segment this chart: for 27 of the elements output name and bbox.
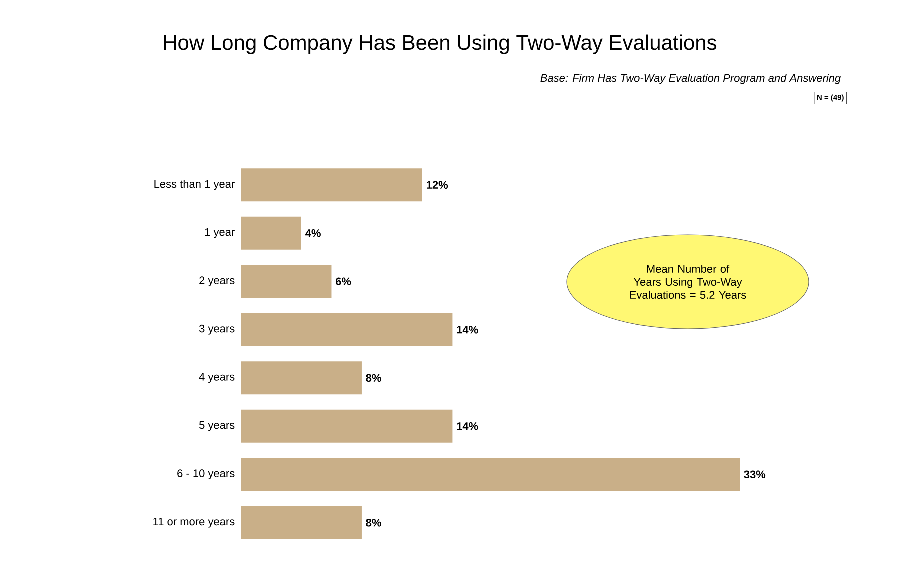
bar: [241, 458, 740, 492]
y-tick-label: Less than 1 year: [154, 180, 235, 190]
y-tick-label: 4 years: [199, 373, 235, 384]
data-label: 33%: [744, 470, 766, 479]
y-tick-label: 1 year: [205, 228, 235, 238]
bar: [241, 216, 302, 250]
data-label: 14%: [457, 422, 478, 430]
bar: [241, 265, 332, 298]
data-label: 14%: [457, 326, 478, 334]
bar: [241, 506, 362, 540]
bar: [241, 362, 362, 395]
y-tick-label: 5 years: [200, 421, 235, 432]
data-label: 12%: [427, 181, 448, 190]
y-tick-label: 3 years: [199, 324, 235, 335]
annotation: Mean Number of Years Using Two-Way Evaluations = 5.2 Years: [630, 264, 746, 300]
y-tick-label: 6 - 10 years: [178, 470, 235, 480]
y-tick-label: 11 or more years: [154, 518, 235, 528]
data-label: 4%: [306, 230, 321, 238]
bar: [241, 168, 422, 202]
data-label: 8%: [366, 374, 382, 382]
bar: [241, 410, 453, 443]
bar: [241, 313, 453, 346]
data-label: 6%: [336, 278, 352, 286]
y-tick-label: 2 years: [200, 276, 235, 287]
chart-subtitle: Base: Firm Has Two-Way Evaluation Program and Answering: [540, 74, 842, 84]
chart-title: How Long Company Has Been Using Two-Way Evaluations: [164, 34, 717, 54]
data-label: 8%: [366, 519, 382, 527]
